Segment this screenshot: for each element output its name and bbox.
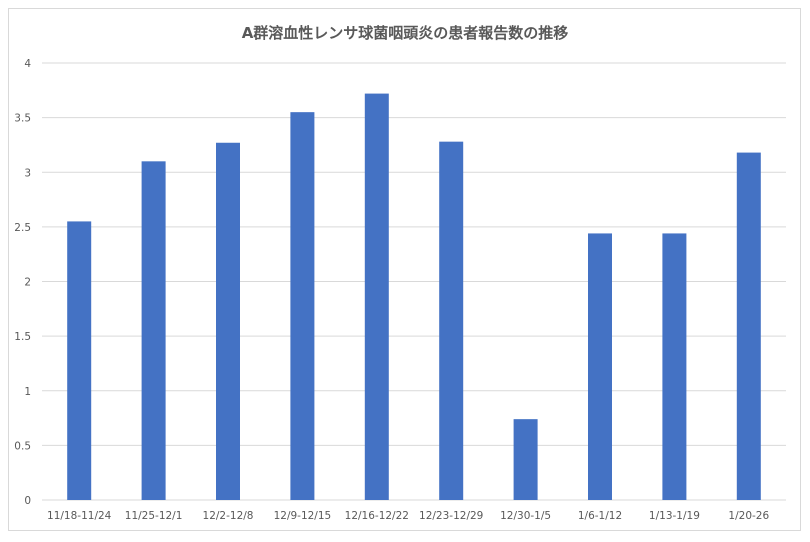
bar-4 <box>290 112 315 500</box>
bar-10 <box>736 152 761 500</box>
y-tick-label: 3.5 <box>14 113 31 125</box>
y-tick-label: 4 <box>24 58 31 70</box>
bar-1 <box>67 221 92 500</box>
y-tick-label: 0.5 <box>14 440 31 452</box>
x-tick-label: 1/13-1/19 <box>649 510 700 522</box>
gridlines <box>42 62 786 501</box>
y-tick-label: 2.5 <box>14 222 31 234</box>
y-tick-label: 1 <box>24 386 31 398</box>
x-tick-label: 1/20-26 <box>728 510 769 522</box>
x-tick-label: 1/6-1/12 <box>578 510 622 522</box>
y-tick-label: 0 <box>24 495 31 507</box>
y-axis-ticks: 0 0.5 1 1.5 2 2.5 3 3.5 4 <box>14 58 31 507</box>
bar-5 <box>364 93 389 500</box>
y-tick-label: 2 <box>24 277 31 289</box>
x-axis-ticks: 11/18-11/24 11/25-12/1 12/2-12/8 12/9-12/15… <box>47 510 769 522</box>
bar-6 <box>439 141 464 500</box>
x-tick-label: 12/30-1/5 <box>500 510 551 522</box>
y-tick-label: 1.5 <box>14 331 31 343</box>
bar-8 <box>588 233 612 500</box>
bar-7 <box>513 419 538 500</box>
bars <box>67 93 761 500</box>
x-tick-label: 11/25-12/1 <box>125 510 183 522</box>
x-tick-label: 12/23-12/29 <box>419 510 483 522</box>
x-tick-label: 12/9-12/15 <box>274 510 332 522</box>
bar-9 <box>662 233 687 500</box>
x-tick-label: 12/16-12/22 <box>345 510 409 522</box>
chart-title: A群溶血性レンサ球菌咽頭炎の患者報告数の推移 <box>241 24 569 42</box>
bar-2 <box>141 161 166 500</box>
bar-3 <box>216 142 240 500</box>
y-tick-label: 3 <box>24 167 31 179</box>
x-tick-label: 12/2-12/8 <box>203 510 254 522</box>
x-tick-label: 11/18-11/24 <box>47 510 112 522</box>
